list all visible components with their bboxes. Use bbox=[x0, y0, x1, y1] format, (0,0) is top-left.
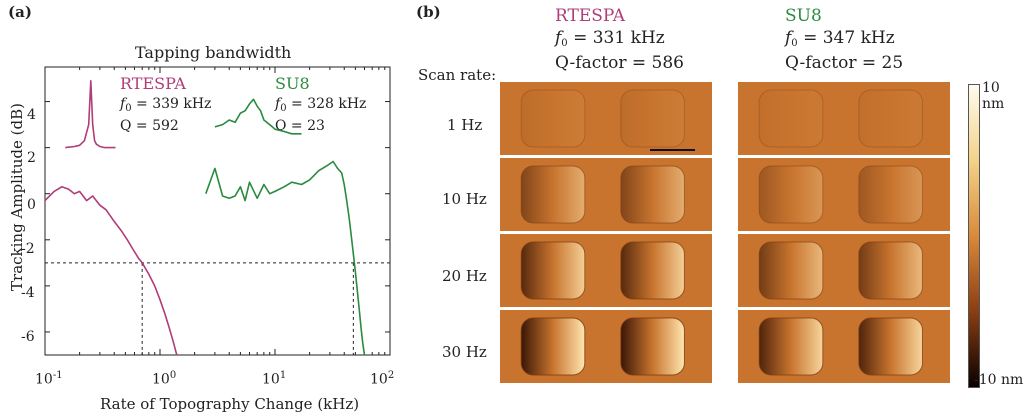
x-tick-label: 101 bbox=[262, 370, 287, 388]
rtespa-legend-name: RTESPA bbox=[120, 74, 186, 93]
rtespa-legend-q: Q = 592 bbox=[120, 118, 179, 134]
y-tick-label: -4 bbox=[21, 285, 35, 301]
panel-a-label: (a) bbox=[8, 3, 32, 21]
su8-header-name: SU8 bbox=[785, 6, 822, 26]
afm-feature bbox=[620, 241, 685, 300]
series-line-su8-resonance bbox=[214, 98, 302, 135]
afm-feature bbox=[858, 165, 923, 224]
afm-image-grid bbox=[500, 82, 950, 383]
afm-feature bbox=[520, 165, 586, 224]
row-label-10hz: 10 Hz bbox=[442, 190, 487, 208]
afm-feature bbox=[520, 89, 586, 148]
su8-legend-f0: f0 = 328 kHz bbox=[275, 96, 367, 114]
colorbar-min-label: -10 nm bbox=[974, 372, 1024, 388]
su8-legend-q: Q = 23 bbox=[275, 118, 325, 134]
afm-feature bbox=[858, 317, 923, 376]
y-tick-label: -2 bbox=[21, 241, 35, 257]
row-label-1hz: 1 Hz bbox=[447, 116, 483, 134]
afm-feature bbox=[858, 241, 923, 300]
y-tick-label: 0 bbox=[27, 197, 36, 213]
rtespa-header-q: Q-factor = 586 bbox=[555, 53, 684, 73]
tracking-bandwidth-chart bbox=[44, 66, 391, 356]
afm-feature bbox=[620, 317, 685, 376]
afm-feature bbox=[758, 241, 824, 300]
afm-feature bbox=[620, 89, 685, 148]
x-axis-label: Rate of Topography Change (kHz) bbox=[100, 395, 360, 413]
su8-header-q: Q-factor = 25 bbox=[785, 53, 904, 73]
afm-feature bbox=[758, 317, 824, 376]
afm-feature bbox=[620, 165, 685, 224]
row-label-20hz: 20 Hz bbox=[442, 267, 487, 285]
colorbar bbox=[968, 84, 980, 388]
y-tick-label: 4 bbox=[27, 107, 36, 123]
rtespa-header-name: RTESPA bbox=[555, 6, 626, 26]
su8-legend-name: SU8 bbox=[275, 74, 310, 93]
inset-title: Tapping bandwidth bbox=[135, 43, 292, 62]
x-tick-label: 102 bbox=[370, 370, 395, 388]
series-line-rtespa-resonance bbox=[65, 80, 116, 149]
plot-frame bbox=[44, 66, 391, 356]
rtespa-legend-f0: f0 = 339 kHz bbox=[120, 96, 212, 114]
series-line-rtespa bbox=[44, 186, 178, 356]
scan-rate-label: Scan rate: bbox=[418, 66, 497, 84]
afm-feature bbox=[520, 241, 586, 300]
x-tick-label: 10-1 bbox=[35, 370, 63, 388]
afm-feature bbox=[520, 317, 586, 376]
su8-header-f0: f0 = 347 kHz bbox=[785, 28, 895, 49]
series-line-su8 bbox=[205, 160, 366, 356]
y-tick-label: -6 bbox=[21, 329, 35, 345]
rtespa-header-f0: f0 = 331 kHz bbox=[555, 28, 665, 49]
y-tick-label: 2 bbox=[27, 150, 36, 166]
afm-feature bbox=[858, 89, 923, 148]
afm-feature bbox=[758, 165, 824, 224]
row-label-30hz: 30 Hz bbox=[442, 343, 487, 361]
panel-b-label: (b) bbox=[416, 3, 441, 21]
afm-feature bbox=[758, 89, 824, 148]
x-tick-label: 100 bbox=[152, 370, 177, 388]
colorbar-max-label: 10 nm bbox=[982, 80, 1005, 112]
